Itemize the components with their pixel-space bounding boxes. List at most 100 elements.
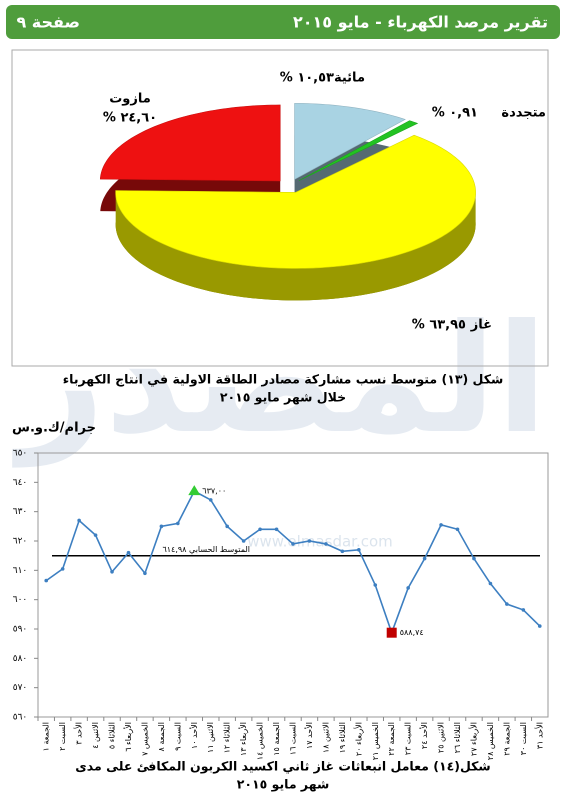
- data-point: [439, 523, 443, 527]
- data-point: [472, 556, 476, 561]
- x-tick-label: الأحد ١٧: [304, 722, 314, 749]
- y-tick-label: ٦٥٠: [13, 449, 28, 459]
- y-tick-label: ٥٨٠: [13, 654, 28, 664]
- data-point: [60, 567, 65, 571]
- x-tick-label: السبت ٣٠: [519, 722, 528, 755]
- data-point: [406, 586, 410, 590]
- x-tick-label: الخميس ٧: [140, 722, 149, 756]
- pie-caption: شكل (١٣) متوسط نسب مشاركة مصادر الطاقة ا…: [63, 372, 504, 387]
- x-tick-label: الجمعة ١: [42, 722, 51, 751]
- pie-frame: [11, 49, 549, 367]
- y-tick-label: ٦٣٠: [13, 507, 28, 517]
- slice-label: مائية: [334, 71, 365, 86]
- x-tick-label: الأحد ٣: [74, 722, 84, 745]
- x-tick-label: السبت ١٦: [289, 722, 298, 755]
- data-point: [521, 608, 526, 612]
- x-tick-label: الاثنين ١٨: [321, 722, 330, 753]
- x-tick-label: الأربعاء ٦: [123, 722, 133, 752]
- max-marker: [188, 485, 201, 496]
- data-point: [77, 518, 81, 523]
- x-tick-label: الجمعة ١٥: [272, 722, 281, 756]
- x-tick-label: الثلاثاء ٢٦: [453, 722, 462, 753]
- y-axis-title: جرام/ك.و.س: [12, 421, 96, 436]
- x-tick-label: الخميس ١٤: [256, 722, 265, 760]
- x-tick-label: الجمعة ٢٩: [502, 722, 511, 756]
- watermark-url: www.elmasdar.com: [247, 533, 393, 551]
- y-tick-label: ٦٤٠: [13, 478, 28, 488]
- line-caption: شكل(١٤) معامل انبعاثات غاز ثاني اكسيد ال…: [75, 759, 490, 774]
- x-tick-label: الأحد ٢٤: [419, 722, 429, 749]
- x-tick-label: الثلاثاء ٥: [108, 722, 117, 749]
- value-label: ٦٣٧,٠٠: [202, 487, 226, 496]
- x-tick-label: السبت ٢٣: [404, 722, 413, 755]
- x-tick-label: الجمعة ٢٢: [387, 722, 396, 756]
- line-caption: شهر مايو ٢٠١٥: [237, 777, 330, 792]
- data-point: [307, 539, 312, 543]
- data-point: [505, 602, 509, 606]
- x-tick-label: الخميس ٢١: [371, 722, 380, 760]
- data-point: [176, 521, 180, 526]
- value-label: ٠,٩١ %: [432, 106, 478, 121]
- data-point: [422, 556, 427, 561]
- data-point: [324, 542, 328, 546]
- x-tick-label: الاثنين ١١: [206, 722, 215, 753]
- y-tick-label: ٥٧٠: [13, 683, 28, 693]
- data-point: [241, 539, 246, 543]
- min-marker: [386, 627, 397, 638]
- y-tick-label: ٦١٠: [13, 566, 28, 576]
- y-tick-label: ٦٢٠: [13, 537, 28, 547]
- data-point: [225, 524, 229, 529]
- data-point: [93, 533, 98, 537]
- value-label: ٦٣,٩٥ %: [412, 318, 466, 333]
- x-tick-label: الأربعاء ١٣: [238, 722, 248, 756]
- header-title: تقرير مرصد الكهرباء - مايو ٢٠١٥: [293, 13, 548, 32]
- watermark-logo: المصدر: [11, 293, 547, 468]
- slice-label: متجددة: [501, 106, 546, 121]
- data-point: [159, 524, 164, 529]
- value-label: ٥٨٨,٧٤: [400, 628, 424, 637]
- header-bar: [6, 5, 560, 39]
- data-point: [340, 549, 345, 554]
- x-tick-label: السبت ٩: [173, 722, 182, 751]
- slice-label: غاز: [470, 318, 492, 333]
- data-point: [488, 581, 493, 586]
- pie-slice: [294, 103, 406, 180]
- data-point: [208, 498, 213, 502]
- data-point: [274, 527, 279, 532]
- data-point: [44, 578, 49, 583]
- y-tick-label: ٦٠٠: [13, 595, 28, 605]
- data-point: [537, 624, 542, 628]
- data-point: [143, 571, 147, 576]
- x-tick-label: الأربعاء ٢٠: [353, 722, 363, 756]
- x-tick-label: الأحد ١٠: [189, 722, 199, 749]
- pie-slice-side: [115, 192, 476, 301]
- x-tick-label: الأحد ٣١: [534, 722, 544, 749]
- x-tick-label: الخميس ٢٨: [486, 722, 495, 760]
- x-tick-label: الاثنين ٢٥: [437, 722, 446, 753]
- data-point: [258, 527, 262, 532]
- x-tick-label: السبت ٢: [58, 722, 67, 751]
- x-tick-label: الثلاثاء ١٢: [223, 722, 232, 753]
- data-point: [291, 542, 295, 546]
- x-tick-label: الأربعاء ٢٧: [468, 722, 478, 756]
- x-tick-label: الاثنين ٤: [91, 722, 100, 749]
- slice-label: مازوت: [109, 92, 151, 107]
- data-point: [126, 550, 131, 555]
- x-tick-label: الجمعة ٨: [157, 722, 166, 751]
- value-label: ٢٤,٦٠ %: [103, 111, 157, 126]
- data-point: [357, 548, 361, 552]
- x-tick-label: الثلاثاء ١٩: [338, 722, 347, 753]
- plot-frame: [37, 452, 549, 718]
- y-tick-label: ٥٦٠: [13, 713, 28, 723]
- mean-label: المتوسط الحسابي ٦١٤,٩٨: [162, 545, 250, 554]
- data-point: [373, 583, 378, 587]
- value-label: ١٠,٥٣ %: [280, 71, 334, 86]
- pie-slice: [99, 104, 281, 182]
- page-number: صفحة ٩: [16, 13, 80, 32]
- y-tick-label: ٥٩٠: [13, 625, 28, 635]
- data-point: [110, 570, 114, 574]
- pie-slice: [115, 134, 476, 269]
- pie-slice: [298, 120, 419, 181]
